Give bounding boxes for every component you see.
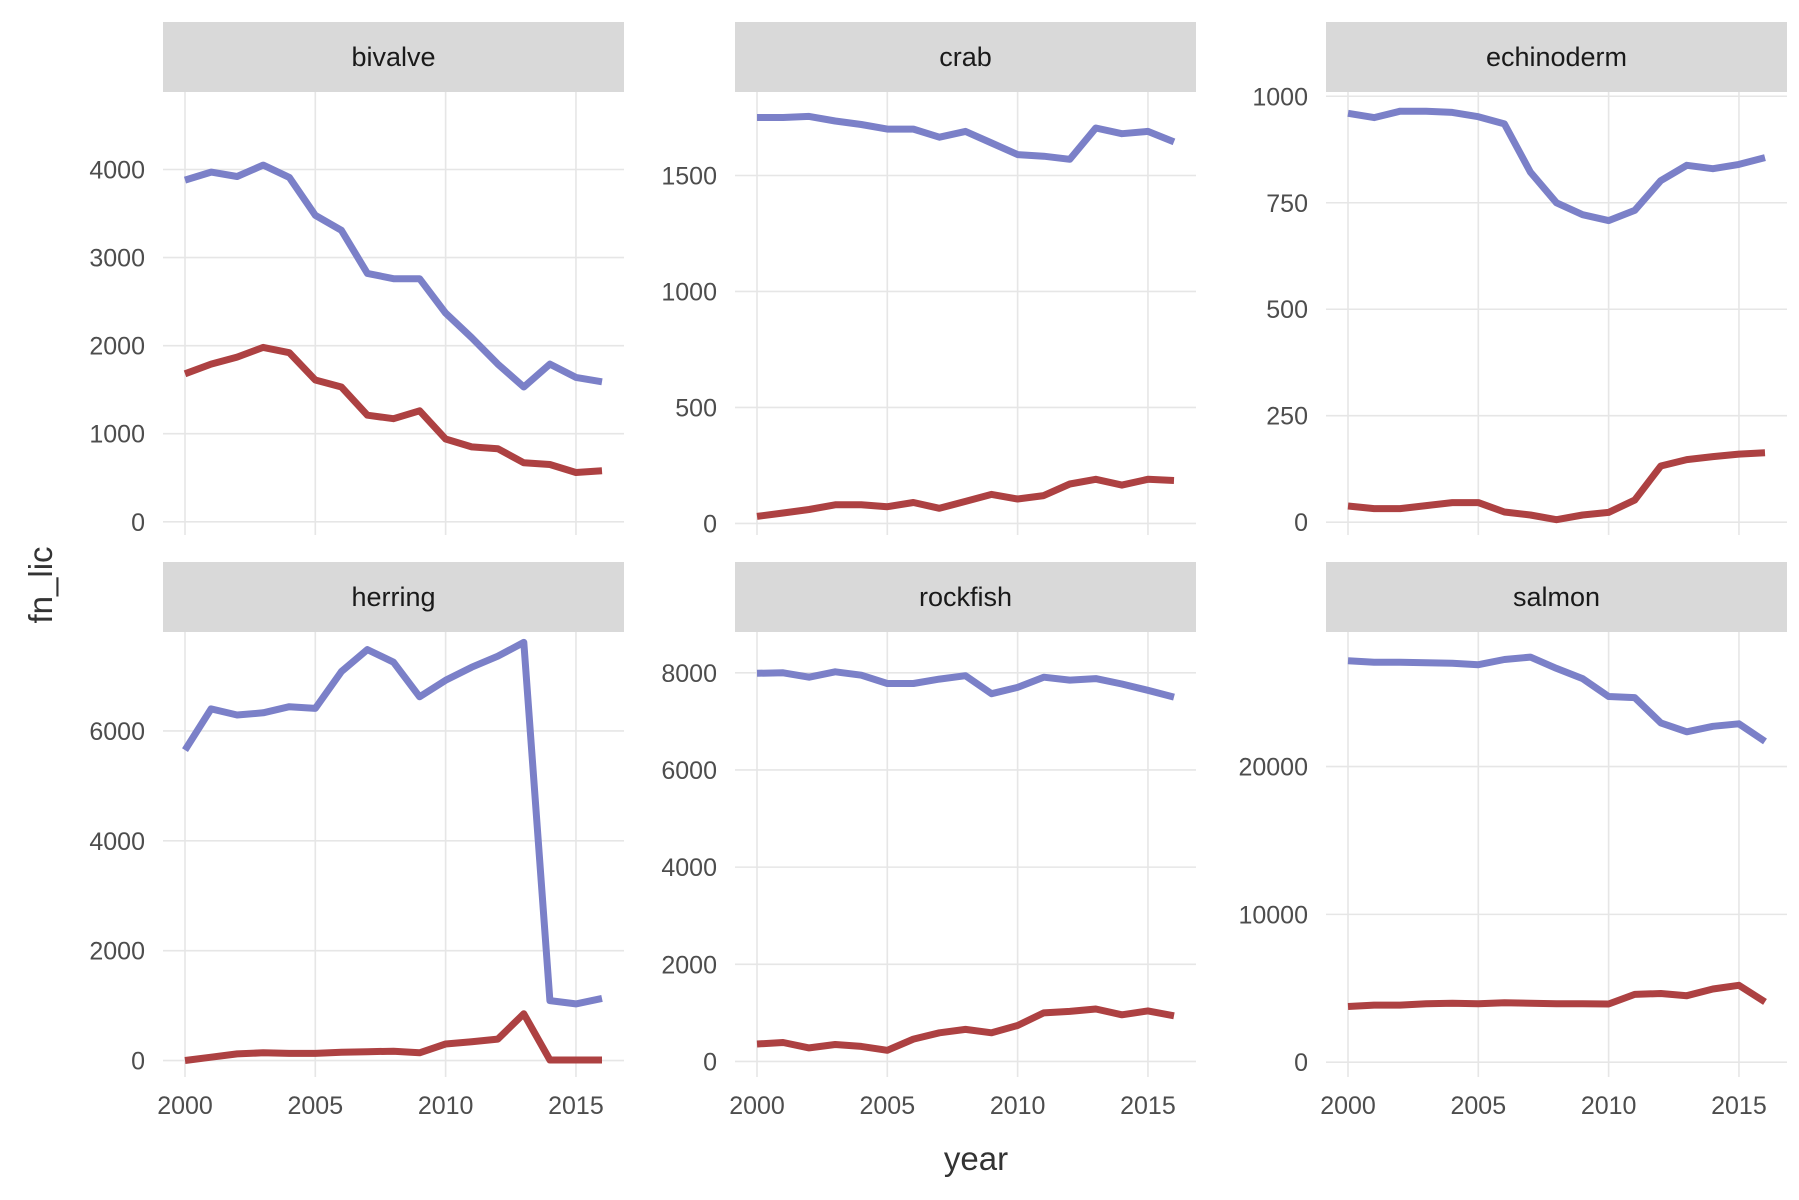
x-tick-label: 2000 xyxy=(1320,1092,1376,1120)
x-tick-label: 2010 xyxy=(418,1092,474,1120)
y-tick-label: 4000 xyxy=(661,854,717,882)
series-line-1 xyxy=(183,161,603,391)
facet-panel-bivalve: 0 1000 2000 3000 4000 bivalve xyxy=(89,22,624,537)
y-tick-label: 10000 xyxy=(1238,901,1308,929)
facet-panel-crab: 0 500 1000 1500 crab xyxy=(661,22,1196,538)
x-tick-label: 2015 xyxy=(548,1092,604,1120)
facet-strip xyxy=(1326,562,1787,632)
y-tick-label: 6000 xyxy=(661,757,717,785)
facet-strip xyxy=(163,562,624,632)
facet-strip-label: echinoderm xyxy=(1486,42,1627,72)
facet-strip-label: herring xyxy=(351,582,435,612)
y-tick-label: 1000 xyxy=(1252,83,1308,111)
y-tick-label: 3000 xyxy=(89,245,145,273)
y-tick-label: 0 xyxy=(1294,1049,1308,1077)
x-tick-label: 2010 xyxy=(1581,1092,1637,1120)
y-tick-label: 250 xyxy=(1266,403,1308,431)
series-line-1 xyxy=(1347,653,1767,745)
y-tick-label: 8000 xyxy=(661,660,717,688)
x-tick-label: 2005 xyxy=(288,1092,344,1120)
x-tick-label: 2000 xyxy=(157,1092,213,1120)
y-tick-label: 1000 xyxy=(89,421,145,449)
series-line-2 xyxy=(184,1010,602,1064)
y-tick-label: 2000 xyxy=(661,951,717,979)
series-line-1 xyxy=(757,112,1176,163)
y-tick-label: 6000 xyxy=(89,718,145,746)
series-line-2 xyxy=(1347,981,1767,1010)
facet-strip-label: salmon xyxy=(1513,582,1600,612)
y-tick-label: 0 xyxy=(703,510,717,538)
x-axis-title: year xyxy=(944,1140,1008,1177)
facet-panel-rockfish: 0 2000 4000 6000 8000 rockfish 2000 2005 2010 201… xyxy=(661,562,1196,1120)
facet-strip-label: bivalve xyxy=(351,42,435,72)
x-tick-label: 2000 xyxy=(729,1092,785,1120)
series-line-2 xyxy=(756,475,1175,520)
y-tick-label: 750 xyxy=(1266,190,1308,218)
y-tick-label: 0 xyxy=(131,1048,145,1076)
series-line-1 xyxy=(182,638,603,1008)
series-line-1 xyxy=(756,668,1175,701)
y-tick-label: 4000 xyxy=(89,157,145,185)
y-tick-label: 2000 xyxy=(89,938,145,966)
facet-strip-label: rockfish xyxy=(919,582,1012,612)
x-tick-label: 2010 xyxy=(990,1092,1046,1120)
facet-strip xyxy=(735,22,1196,92)
facet-panel-echinoderm: 0 250 500 750 1000 echinoderm xyxy=(1252,22,1787,537)
facet-strip xyxy=(163,22,624,92)
y-axis-title: fn_lic xyxy=(22,546,59,623)
series-line-1 xyxy=(1347,107,1766,225)
facet-strip xyxy=(1326,22,1787,92)
y-tick-label: 20000 xyxy=(1238,754,1308,782)
y-tick-label: 0 xyxy=(1294,509,1308,537)
y-tick-label: 1500 xyxy=(661,162,717,190)
facet-strip xyxy=(735,562,1196,632)
x-tick-label: 2005 xyxy=(1451,1092,1507,1120)
y-tick-label: 0 xyxy=(131,509,145,537)
y-tick-label: 4000 xyxy=(89,828,145,856)
facet-panel-salmon: 0 10000 20000 salmon 2000 2005 2010 2015 xyxy=(1238,562,1787,1120)
facet-panels: 0 1000 2000 3000 4000 bivalve 0 500 1000 1500 crab… xyxy=(89,22,1787,1120)
series-line-2 xyxy=(1347,449,1766,524)
y-tick-label: 2000 xyxy=(89,333,145,361)
x-tick-label: 2015 xyxy=(1120,1092,1176,1120)
facet-panel-herring: 0 2000 4000 6000 herring 2000 2005 2010 2015 xyxy=(89,562,624,1120)
y-tick-label: 0 xyxy=(703,1048,717,1076)
y-tick-label: 500 xyxy=(675,394,717,422)
y-tick-label: 1000 xyxy=(661,278,717,306)
series-line-2 xyxy=(756,1005,1175,1054)
series-line-2 xyxy=(183,343,603,476)
x-tick-label: 2005 xyxy=(860,1092,916,1120)
y-tick-label: 500 xyxy=(1266,296,1308,324)
facet-strip-label: crab xyxy=(939,42,992,72)
x-tick-label: 2015 xyxy=(1711,1092,1767,1120)
